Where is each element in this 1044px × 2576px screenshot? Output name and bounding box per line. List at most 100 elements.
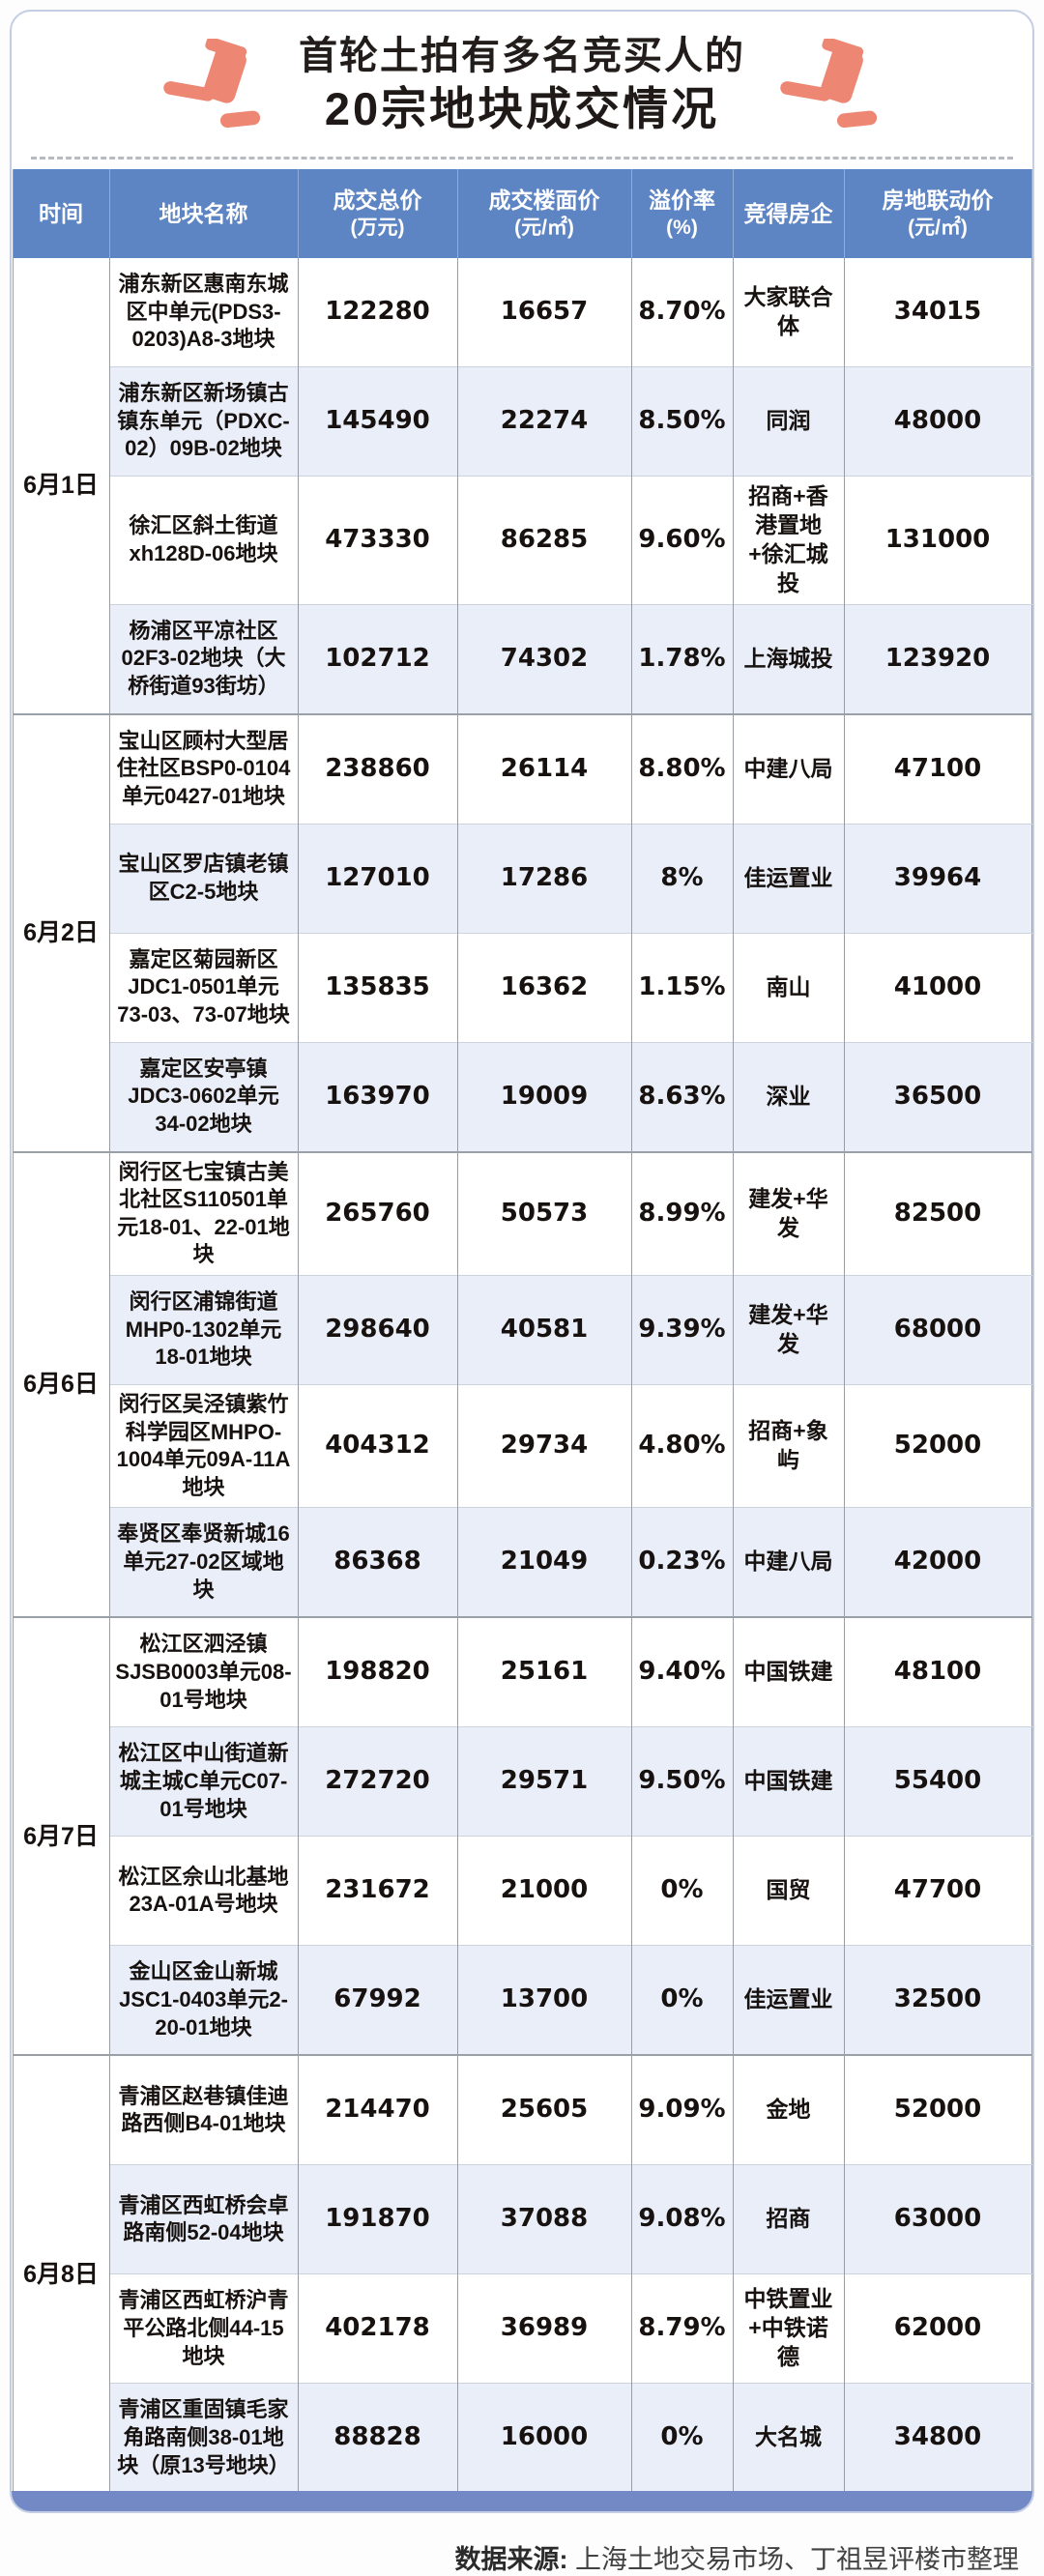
col-header-unit: (万元) xyxy=(350,217,405,240)
data-source-label: 数据来源: xyxy=(454,2545,568,2575)
table-row: 杨浦区平凉社区02F3-02地块（大桥街道93街坊） 102712 74302 1.7… xyxy=(13,603,1031,714)
cell-plot-name: 青浦区西虹桥沪青平公路北侧44-15地块 xyxy=(109,2273,299,2384)
cell-total-price: 67992 xyxy=(298,1945,458,2056)
cell-premium-rate: 9.08% xyxy=(631,2164,734,2274)
table-row: 松江区佘山北基地23A-01A号地块 231672 21000 0% 国贸 47700 xyxy=(13,1836,1031,1946)
cell-linkage-price: 47100 xyxy=(844,712,1031,825)
cell-linkage-price: 131000 xyxy=(844,476,1031,605)
cell-total-price: 127010 xyxy=(298,823,458,934)
cell-total-price: 473330 xyxy=(298,476,458,605)
table-row: 金山区金山新城JSC1-0403单元2-20-01地块 67992 13700 0% 佳… xyxy=(13,1945,1031,2056)
table-row: 宝山区罗店镇老镇区C2-5地块 127010 17286 8% 佳运置业 39964 xyxy=(13,823,1031,934)
cell-floor-price: 16000 xyxy=(457,2383,632,2493)
cell-floor-price: 25605 xyxy=(457,2054,632,2165)
cell-linkage-price: 47700 xyxy=(844,1836,1031,1946)
cell-plot-name: 嘉定区菊园新区JDC1-0501单元73-03、73-07地块 xyxy=(109,932,299,1043)
table-row: 6月1日 浦东新区惠南东城区中单元(PDS3-0203)A8-3地块 122280 1… xyxy=(13,258,1031,714)
col-header-floor-price: 成交楼面价 (元/㎡) xyxy=(457,169,632,258)
cell-linkage-price: 34015 xyxy=(844,258,1031,367)
table-row: 奉贤区奉贤新城16单元27-02区域地块 86368 21049 0.23% 中建八局 4… xyxy=(13,1507,1031,1618)
cell-premium-rate: 4.80% xyxy=(631,1383,734,1508)
cell-developer: 金地 xyxy=(733,2054,845,2165)
cell-linkage-price: 42000 xyxy=(844,1507,1031,1618)
cell-total-price: 86368 xyxy=(298,1507,458,1618)
infographic-page: 首轮土拍有多名竞买人的 20宗地块成交情况 时间 地块名称 成交总价 (万元) 成交楼面… xyxy=(0,10,1044,2576)
cell-premium-rate: 0% xyxy=(631,2383,734,2493)
cell-premium-rate: 1.78% xyxy=(631,603,734,714)
page-title: 首轮土拍有多名竞买人的 20宗地块成交情况 xyxy=(299,33,745,135)
table-row: 青浦区西虹桥沪青平公路北侧44-15地块 402178 36989 8.79% 中铁置业… xyxy=(13,2273,1031,2384)
cell-plot-name: 浦东新区新场镇古镇东单元（PDXC-02）09B-02地块 xyxy=(109,366,299,477)
cell-linkage-price: 82500 xyxy=(844,1150,1031,1276)
cell-developer: 建发+华发 xyxy=(733,1150,845,1276)
col-header-unit: (元/㎡) xyxy=(514,217,574,240)
cell-total-price: 272720 xyxy=(298,1726,458,1837)
cell-premium-rate: 0.23% xyxy=(631,1507,734,1618)
cell-floor-price: 26114 xyxy=(457,712,632,825)
col-header-plot-name: 地块名称 xyxy=(109,169,299,258)
cell-linkage-price: 39964 xyxy=(844,823,1031,934)
cell-developer: 中建八局 xyxy=(733,1507,845,1618)
cell-floor-price: 25161 xyxy=(457,1616,632,1727)
cell-floor-price: 17286 xyxy=(457,823,632,934)
col-header-label: 竞得房企 xyxy=(743,200,833,226)
cell-total-price: 102712 xyxy=(298,603,458,714)
table-row: 青浦区重固镇毛家角路南侧38-01地块（原13号地块） 88828 16000 0% 大… xyxy=(13,2383,1031,2493)
cell-plot-name: 嘉定区安亭镇JDC3-0602单元34-02地块 xyxy=(109,1041,299,1152)
cell-developer: 同润 xyxy=(733,366,845,477)
cell-total-price: 191870 xyxy=(298,2164,458,2274)
cell-plot-name: 松江区泗泾镇SJSB0003单元08-01号地块 xyxy=(109,1616,299,1727)
cell-plot-name: 闵行区七宝镇古美北社区S110501单元18-01、22-01地块 xyxy=(109,1150,299,1276)
table-row: 6月7日 松江区泗泾镇SJSB0003单元08-01号地块 198820 25161 9… xyxy=(13,1616,1031,2056)
cell-developer: 国贸 xyxy=(733,1836,845,1946)
col-header-linkage-price: 房地联动价 (元/㎡) xyxy=(844,169,1031,258)
cell-floor-price: 16657 xyxy=(457,258,632,367)
cell-floor-price: 29571 xyxy=(457,1726,632,1837)
cell-developer: 中国铁建 xyxy=(733,1616,845,1727)
cell-premium-rate: 9.39% xyxy=(631,1274,734,1385)
cell-total-price: 198820 xyxy=(298,1616,458,1727)
cell-premium-rate: 0% xyxy=(631,1945,734,2056)
cell-linkage-price: 41000 xyxy=(844,932,1031,1043)
cell-total-price: 145490 xyxy=(298,366,458,477)
cell-date: 6月7日 xyxy=(13,1616,110,2056)
cell-floor-price: 74302 xyxy=(457,603,632,714)
cell-linkage-price: 32500 xyxy=(844,1945,1031,2056)
cell-premium-rate: 8% xyxy=(631,823,734,934)
cell-premium-rate: 9.40% xyxy=(631,1616,734,1727)
cell-plot-name: 宝山区顾村大型居住社区BSP0-0104单元0427-01地块 xyxy=(109,712,299,825)
cell-total-price: 265760 xyxy=(298,1150,458,1276)
col-header-label: 成交总价 xyxy=(333,187,422,213)
cell-plot-name: 奉贤区奉贤新城16单元27-02区域地块 xyxy=(109,1507,299,1618)
divider-dashed xyxy=(31,157,1013,159)
table-row: 嘉定区安亭镇JDC3-0602单元34-02地块 163970 19009 8.63%… xyxy=(13,1041,1031,1152)
cell-linkage-price: 34800 xyxy=(844,2383,1031,2493)
col-header-unit: (元/㎡) xyxy=(908,217,968,240)
data-source-text: 上海土地交易市场、丁祖昱评楼市整理 xyxy=(575,2545,1019,2575)
cell-plot-name: 徐汇区斜土街道xh128D-06地块 xyxy=(109,476,299,605)
col-header-label: 房地联动价 xyxy=(882,187,994,213)
cell-plot-name: 青浦区西虹桥会卓路南侧52-04地块 xyxy=(109,2164,299,2274)
cell-total-price: 214470 xyxy=(298,2054,458,2165)
table-row: 6月6日 闵行区七宝镇古美北社区S110501单元18-01、22-01地块 265… xyxy=(13,1150,1031,1618)
cell-plot-name: 松江区中山街道新城主城C单元C07-01号地块 xyxy=(109,1726,299,1837)
cell-total-price: 88828 xyxy=(298,2383,458,2493)
card: 首轮土拍有多名竞买人的 20宗地块成交情况 时间 地块名称 成交总价 (万元) 成交楼面… xyxy=(10,10,1034,2514)
col-header-label: 成交楼面价 xyxy=(488,187,600,213)
cell-date: 6月2日 xyxy=(13,712,110,1152)
data-source: 数据来源: 上海土地交易市场、丁祖昱评楼市整理 xyxy=(0,2523,1044,2576)
cell-premium-rate: 8.63% xyxy=(631,1041,734,1152)
table-footer-bar xyxy=(12,2491,1032,2512)
cell-developer: 上海城投 xyxy=(733,603,845,714)
cell-developer: 南山 xyxy=(733,932,845,1043)
cell-floor-price: 21049 xyxy=(457,1507,632,1618)
col-header-label: 时间 xyxy=(39,200,83,226)
cell-total-price: 231672 xyxy=(298,1836,458,1946)
table-row: 6月8日 青浦区赵巷镇佳迪路西侧B4-01地块 214470 25605 9.09% 金地… xyxy=(13,2054,1031,2493)
cell-floor-price: 21000 xyxy=(457,1836,632,1946)
cell-floor-price: 19009 xyxy=(457,1041,632,1152)
table-row: 徐汇区斜土街道xh128D-06地块 473330 86285 9.60% 招商+香港置… xyxy=(13,476,1031,605)
cell-linkage-price: 123920 xyxy=(844,603,1031,714)
cell-developer: 招商 xyxy=(733,2164,845,2274)
cell-plot-name: 闵行区浦锦街道MHP0-1302单元18-01地块 xyxy=(109,1274,299,1385)
